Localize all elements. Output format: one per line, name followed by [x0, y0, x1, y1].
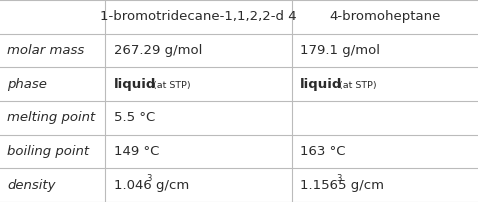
Text: molar mass: molar mass: [7, 44, 85, 57]
Text: density: density: [7, 179, 55, 192]
Text: (at STP): (at STP): [153, 81, 191, 90]
Text: 5.5 °C: 5.5 °C: [114, 111, 155, 124]
Text: 1.1565 g/cm: 1.1565 g/cm: [300, 179, 384, 192]
Text: 3: 3: [146, 174, 152, 183]
Text: 1.046 g/cm: 1.046 g/cm: [114, 179, 189, 192]
Text: liquid: liquid: [114, 78, 156, 91]
Text: 149 °C: 149 °C: [114, 145, 159, 158]
Text: 163 °C: 163 °C: [300, 145, 346, 158]
Text: boiling point: boiling point: [7, 145, 89, 158]
Text: phase: phase: [7, 78, 47, 91]
Text: 179.1 g/mol: 179.1 g/mol: [300, 44, 380, 57]
Text: melting point: melting point: [7, 111, 96, 124]
Text: liquid: liquid: [300, 78, 343, 91]
Text: 1-bromotridecane-1,1,2,2-d 4: 1-bromotridecane-1,1,2,2-d 4: [100, 10, 297, 23]
Text: 3: 3: [336, 174, 341, 183]
Text: 4-bromoheptane: 4-bromoheptane: [329, 10, 441, 23]
Text: 267.29 g/mol: 267.29 g/mol: [114, 44, 202, 57]
Text: (at STP): (at STP): [339, 81, 377, 90]
